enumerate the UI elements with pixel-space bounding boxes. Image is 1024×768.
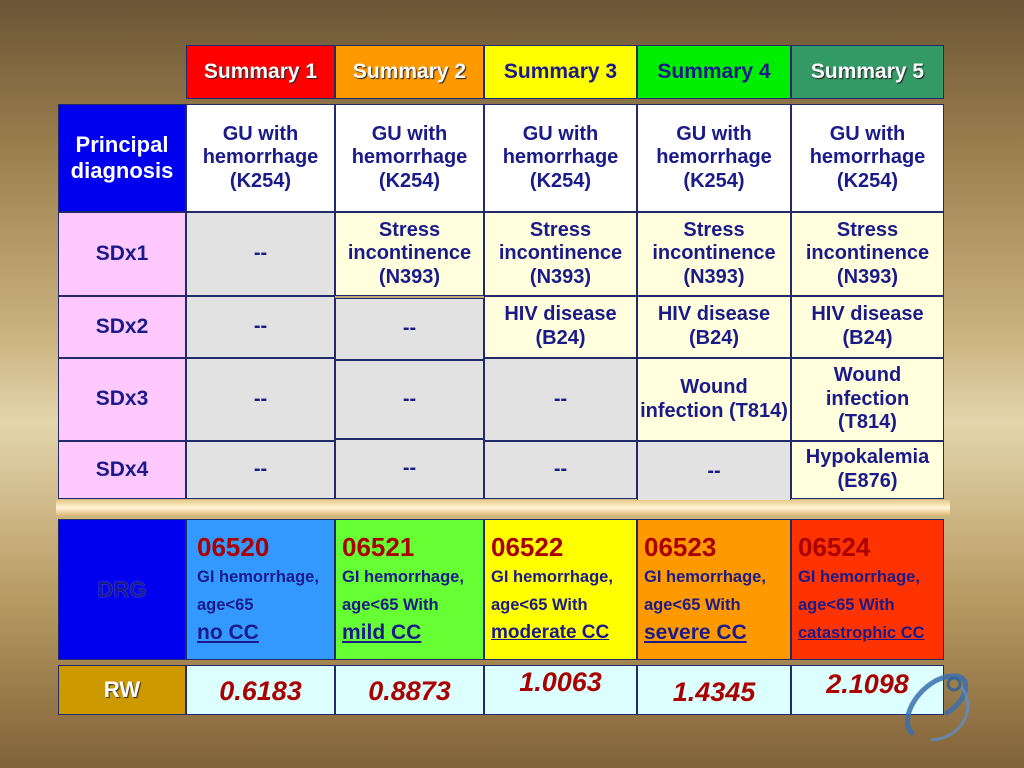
drg-cc-level: severe CC	[644, 621, 747, 644]
sdx-empty-cell: --	[335, 360, 484, 439]
sdx3-cell: Wound infection (T814)	[637, 358, 791, 441]
drg-cell: 06522 GI hemorrhage, age<65 With moderat…	[484, 519, 637, 660]
drg-desc-line2: age<65 With	[491, 596, 588, 614]
swirl-logo-icon	[905, 673, 970, 742]
sdx1-cell: Stress incontinence (N393)	[484, 212, 637, 296]
sdx3-cell: Wound infection (T814)	[791, 358, 944, 441]
sdx-empty-cell: --	[186, 296, 335, 358]
rw-value: 1.4345	[637, 665, 791, 715]
sdx-empty-cell: --	[335, 298, 484, 360]
principal-diagnosis-cell: GU with hemorrhage (K254)	[637, 104, 791, 212]
rw-value: 0.8873	[335, 665, 484, 715]
drg-desc-line1: GI hemorrhage,	[197, 568, 319, 586]
rw-value: 2.1098	[791, 665, 944, 715]
drg-code: 06523	[644, 532, 717, 562]
drg-desc-line2: age<65 With	[644, 596, 741, 614]
summary-5-header: Summary 5	[791, 45, 944, 99]
summary-1-header: Summary 1	[186, 45, 335, 99]
drg-cell: 06521 GI hemorrhage, age<65 With mild CC	[335, 519, 484, 660]
summary-3-header: Summary 3	[484, 45, 637, 99]
drg-cell: 06524 GI hemorrhage, age<65 With catastr…	[791, 519, 944, 660]
drg-cc-level: mild CC	[342, 621, 422, 644]
sdx1-row-header: SDx1	[58, 212, 186, 296]
drg-cc-level: catastrophic CC	[798, 624, 925, 642]
sdx-empty-cell: --	[186, 441, 335, 499]
sdx2-cell: HIV disease (B24)	[637, 296, 791, 358]
principal-diagnosis-cell: GU with hemorrhage (K254)	[335, 104, 484, 212]
drg-desc-line1: GI hemorrhage,	[644, 568, 766, 586]
sdx-empty-cell: --	[186, 358, 335, 441]
sdx2-row-header: SDx2	[58, 296, 186, 358]
sdx-empty-cell: --	[637, 441, 791, 503]
summary-2-header: Summary 2	[335, 45, 484, 99]
sdx-empty-cell: --	[186, 212, 335, 296]
drg-code: 06524	[798, 532, 871, 562]
drg-row-header: DRG	[58, 519, 186, 660]
drg-code: 06522	[491, 532, 564, 562]
sdx1-cell: Stress incontinence (N393)	[335, 212, 484, 296]
drg-cc-level: no CC	[197, 621, 259, 644]
sdx4-cell: Hypokalemia (E876)	[791, 441, 944, 499]
drg-code: 06521	[342, 532, 415, 562]
sdx2-cell: HIV disease (B24)	[791, 296, 944, 358]
drg-code: 06520	[197, 532, 270, 562]
principal-diagnosis-cell: GU with hemorrhage (K254)	[791, 104, 944, 212]
principal-diagnosis-header: Principal diagnosis	[58, 104, 186, 212]
sdx4-row-header: SDx4	[58, 441, 186, 499]
drg-desc-line2: age<65 With	[798, 596, 895, 614]
rw-row-header: RW	[58, 665, 186, 715]
drg-desc-line2: age<65	[197, 596, 254, 614]
sdx-empty-cell: --	[484, 358, 637, 441]
sdx-empty-cell: --	[484, 441, 637, 499]
principal-diagnosis-cell: GU with hemorrhage (K254)	[186, 104, 335, 212]
drg-desc-line1: GI hemorrhage,	[491, 568, 613, 586]
section-divider	[56, 500, 950, 516]
drg-desc-line1: GI hemorrhage,	[798, 568, 920, 586]
sdx3-row-header: SDx3	[58, 358, 186, 441]
principal-diagnosis-cell: GU with hemorrhage (K254)	[484, 104, 637, 212]
drg-cc-level: moderate CC	[491, 622, 610, 643]
rw-value: 0.6183	[186, 665, 335, 715]
sdx1-cell: Stress incontinence (N393)	[637, 212, 791, 296]
summary-4-header: Summary 4	[637, 45, 791, 99]
sdx1-cell: Stress incontinence (N393)	[791, 212, 944, 296]
drg-desc-line1: GI hemorrhage,	[342, 568, 464, 586]
sdx2-cell: HIV disease (B24)	[484, 296, 637, 358]
drg-cell: 06523 GI hemorrhage, age<65 With severe …	[637, 519, 791, 660]
sdx-empty-cell: --	[335, 439, 484, 499]
drg-cell: 06520 GI hemorrhage, age<65 no CC	[186, 519, 335, 660]
drg-desc-line2: age<65 With	[342, 596, 439, 614]
rw-value: 1.0063	[484, 665, 637, 715]
